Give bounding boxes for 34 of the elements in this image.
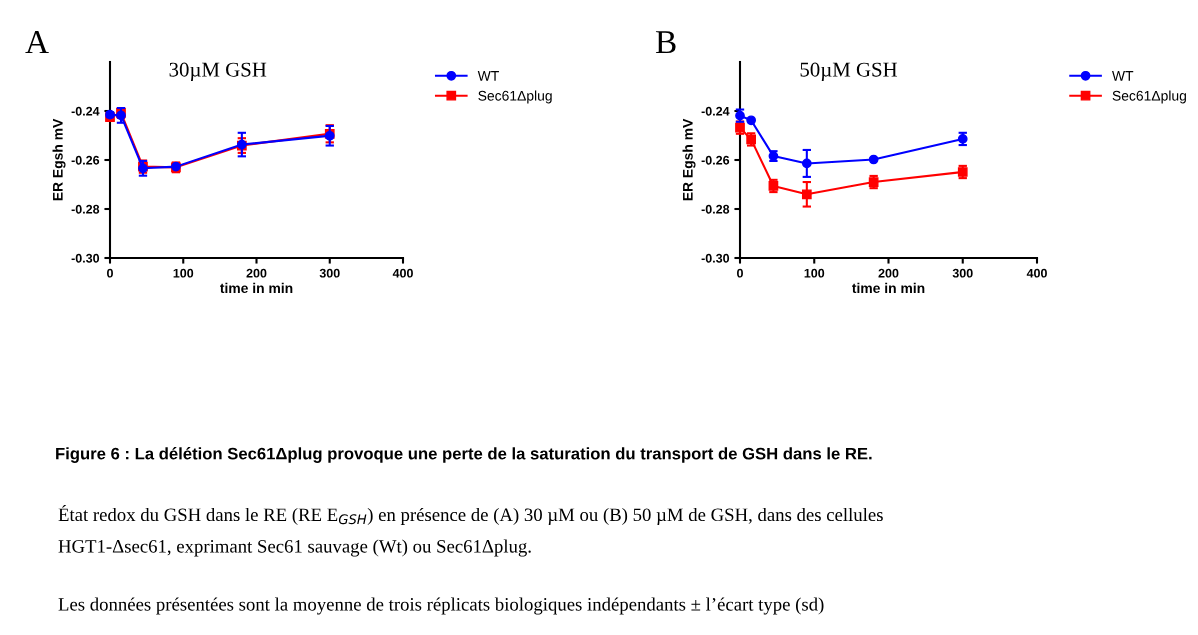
x-tick-label: 100 bbox=[173, 268, 194, 278]
text: Les données présentées sont la moyenne de trois réplicats biologiques indépendants ± l’écart type (sd) bbox=[58, 597, 824, 615]
x-tick-label: 100 bbox=[804, 268, 825, 278]
y-tick-label: -0.28 bbox=[701, 204, 730, 214]
x-tick-label: 400 bbox=[392, 268, 413, 278]
x-tick-label: 0 bbox=[737, 268, 743, 278]
x-tick-label: 0 bbox=[107, 268, 113, 278]
chart-title: 50µM GSH bbox=[800, 62, 898, 81]
text: B bbox=[655, 31, 676, 54]
y-tick-label: -0.30 bbox=[71, 253, 100, 263]
x-tick-label: 400 bbox=[1026, 268, 1047, 278]
y-tick-label: -0.24 bbox=[71, 106, 100, 116]
y-tick-label: -0.30 bbox=[701, 253, 730, 263]
x-axis-title: time in min bbox=[852, 282, 925, 294]
y-tick-label: -0.26 bbox=[71, 155, 100, 165]
legend-label: WT bbox=[1112, 71, 1134, 81]
text: État redox du GSH dans le RE (RE E$_{GSH}$) en présence de (A) 30 µM ou (B) 50 µM de GSH, dans des cellules bbox=[58, 504, 883, 525]
caption: Figure 6 : La délétion Sec61Δplug provoque une perte de la saturation du transport de GSH dans le RE. bbox=[56, 447, 872, 463]
x-axis-title: time in min bbox=[220, 282, 293, 294]
y-axis-title: ER Egsh mV bbox=[682, 118, 696, 201]
y-tick-label: -0.26 bbox=[701, 155, 730, 165]
x-tick-label: 200 bbox=[246, 268, 267, 278]
y-tick-label: -0.28 bbox=[71, 204, 100, 214]
chart-title: 30µM GSH bbox=[169, 62, 267, 81]
legend-label: Sec61Δplug bbox=[478, 90, 552, 104]
text: HGT1-Δsec61, exprimant Sec61 sauvage (Wt) ou Sec61Δplug. bbox=[58, 539, 531, 557]
x-tick-label: 300 bbox=[319, 268, 340, 278]
text: A bbox=[25, 31, 49, 54]
x-tick-label: 300 bbox=[952, 268, 973, 278]
y-axis-title: ER Egsh mV bbox=[52, 118, 66, 201]
legend-label: Sec61Δplug bbox=[1112, 90, 1186, 104]
legend-label: WT bbox=[477, 71, 499, 81]
y-tick-label: -0.24 bbox=[701, 106, 730, 116]
x-tick-label: 200 bbox=[878, 268, 899, 278]
